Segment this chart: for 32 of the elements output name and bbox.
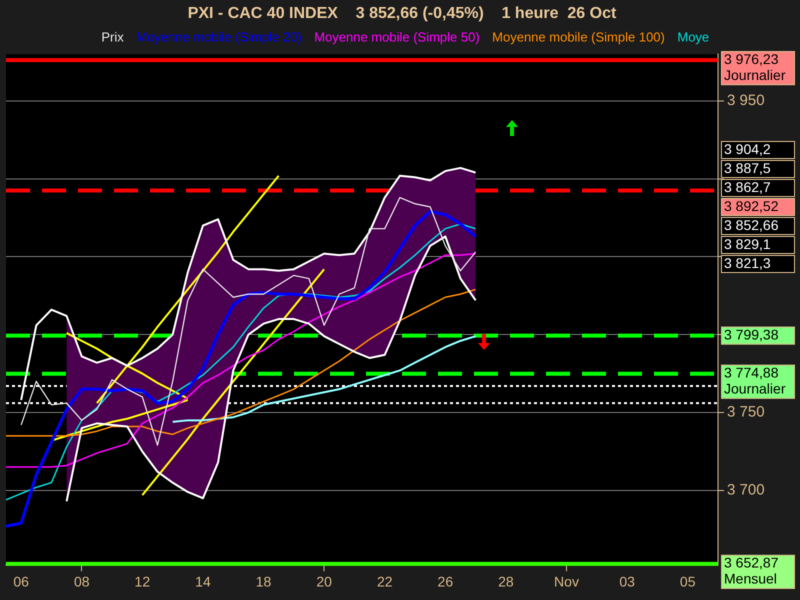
x-tick-label: 26 [438,573,454,590]
text: Moye [677,29,710,44]
text: Moyenne mobile (Simple 20) [136,29,302,44]
text: Moyenne mobile (Simple 50) [314,29,480,44]
x-tick-label: 06 [13,573,30,590]
ref-line-label: 3 892,52 [724,198,779,214]
text: Moyenne mobile (Simple 100) [492,29,665,44]
ref-line-label: 3 774,88 Journalier [724,364,786,397]
x-tick-label: 05 [680,573,696,590]
x-tick-label: 08 [74,573,90,590]
y-tick-label: 3 950 [727,92,765,110]
x-tick-label: Nov [554,573,579,590]
text: 3 829,1 [724,236,771,252]
text: 3 887,5 [724,160,771,176]
x-tick-label: 28 [498,573,514,590]
text: 3 852,66 [724,216,779,233]
text: 3 904,2 [724,140,771,157]
x-tick-label: 18 [256,573,272,590]
text: 3 821,3 [724,254,771,271]
x-tick-label: 03 [619,573,636,590]
ref-line-label: 3 976,23 Journalier [724,50,786,83]
ref-line-label: 3 652,87 Mensuel [724,554,779,587]
x-tick-label: 22 [376,573,393,590]
text: 3 862,7 [724,178,771,195]
x-tick-label: 20 [316,573,332,590]
chart-title: PXI - CAC 40 INDEX 3 852,66 (-0,45%) 1 heure 26 Oct [188,5,617,22]
x-tick-label: 12 [134,573,150,590]
y-tick-label: 3 700 [727,482,765,499]
text: Prix [101,29,124,44]
ref-line-label: 3 799,38 [724,326,779,342]
y-tick-label: 3 750 [727,404,765,421]
x-tick-label: 14 [195,573,211,590]
